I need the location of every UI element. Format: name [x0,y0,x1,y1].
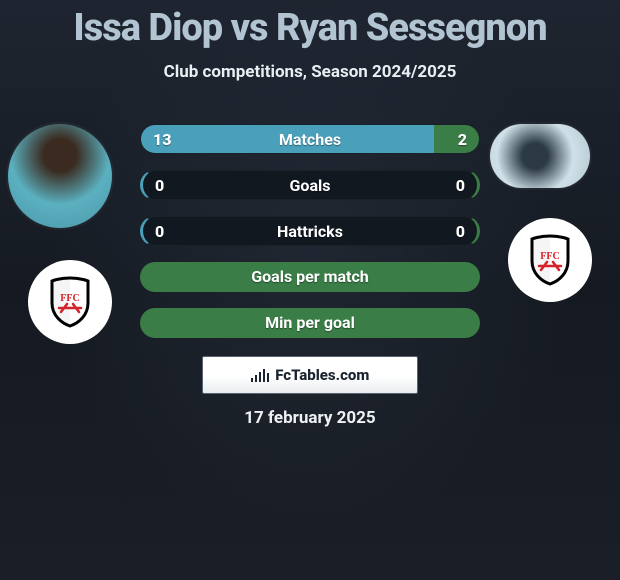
player1-avatar [8,124,112,228]
shield-icon [527,234,573,286]
vs-text: vs [231,6,268,50]
subtitle: Club competitions, Season 2024/2025 [0,62,620,82]
player2-name: Ryan Sessegnon [276,6,547,50]
player1-club-badge [28,260,112,344]
player2-avatar [490,124,590,188]
stat-label: Matches [141,125,479,154]
bars-icon [251,368,270,382]
watermark-text: FcTables.com [275,366,369,384]
stat-row: 13Matches2 [140,124,480,154]
stat-label: Hattricks [143,217,477,246]
stat-row: 0Goals0 [140,170,480,200]
stat-label: Goals [143,171,477,200]
stat-row: Min per goal [140,308,480,338]
watermark: FcTables.com [202,356,418,394]
stat-value-right: 0 [444,171,477,200]
player1-name: Issa Diop [73,6,222,50]
stat-row: 0Hattricks0 [140,216,480,246]
stat-label: Min per goal [140,308,480,338]
stat-value-right: 2 [446,125,479,154]
stat-row: Goals per match [140,262,480,292]
shield-icon [47,276,93,328]
stat-value-right: 0 [444,217,477,246]
stat-label: Goals per match [140,262,480,292]
page-title: Issa Diop vs Ryan Sessegnon [0,0,620,50]
player2-club-badge [508,218,592,302]
stats-container: 13Matches20Goals00Hattricks0Goals per ma… [140,124,480,354]
date-text: 17 february 2025 [0,408,620,428]
